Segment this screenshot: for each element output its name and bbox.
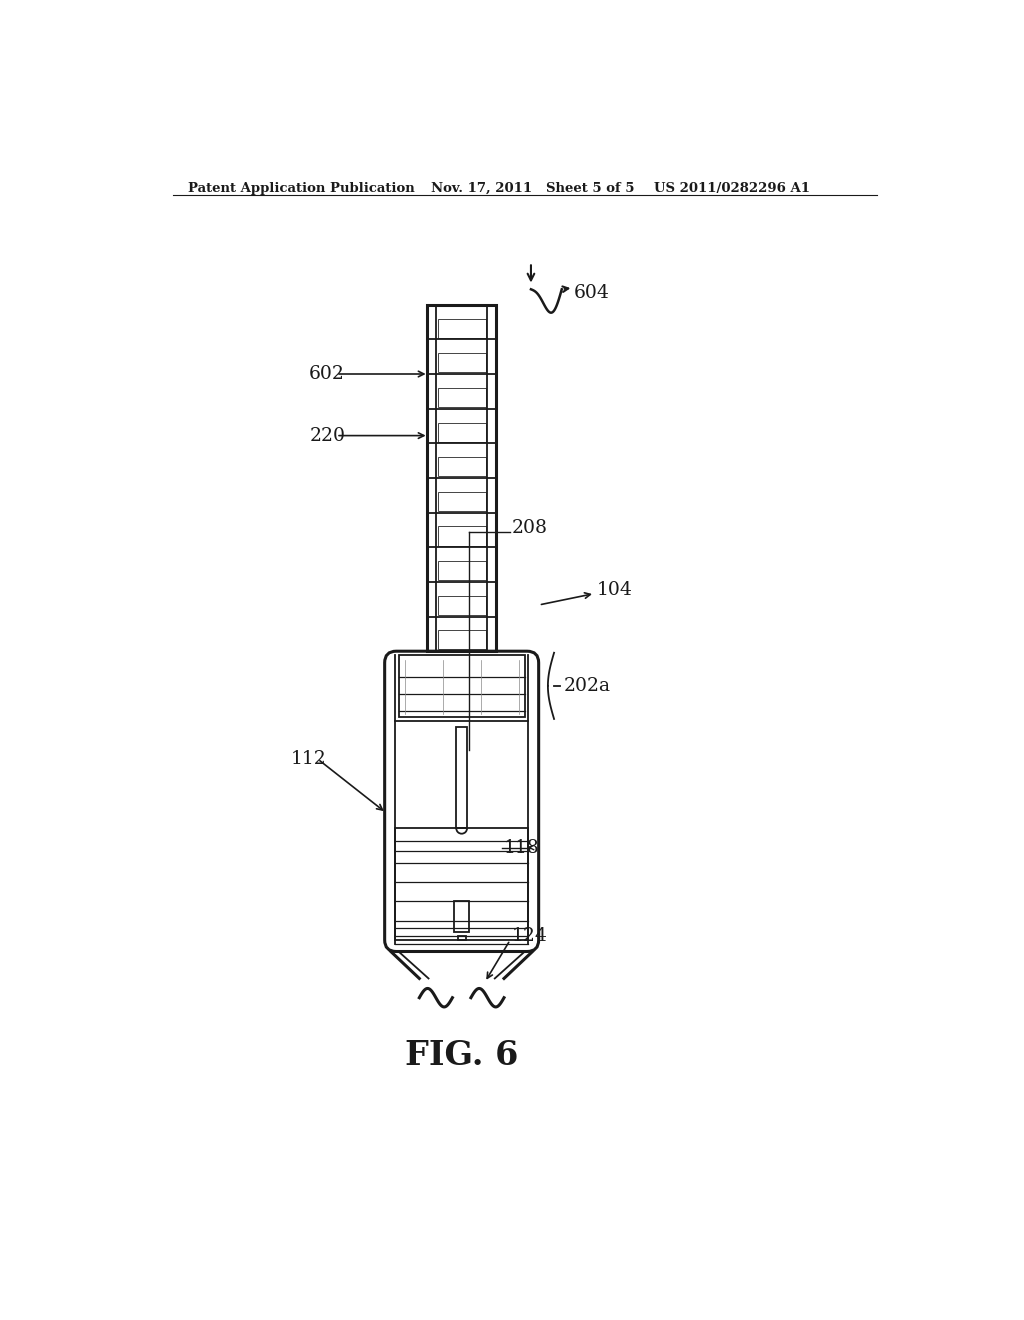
Bar bbox=[438, 318, 485, 338]
Bar bbox=[438, 595, 485, 615]
Bar bbox=[438, 422, 485, 442]
Bar bbox=[458, 936, 466, 940]
Bar bbox=[438, 457, 485, 477]
Bar bbox=[438, 492, 485, 511]
Text: 208: 208 bbox=[512, 519, 548, 537]
Bar bbox=[457, 726, 467, 829]
Bar bbox=[395, 829, 528, 940]
Bar bbox=[454, 902, 469, 932]
Text: 220: 220 bbox=[309, 426, 345, 445]
Text: 112: 112 bbox=[291, 750, 327, 768]
Bar bbox=[438, 631, 485, 649]
Text: Patent Application Publication: Patent Application Publication bbox=[188, 182, 415, 194]
Text: 604: 604 bbox=[573, 284, 609, 302]
Bar bbox=[438, 561, 485, 581]
Text: Nov. 17, 2011   Sheet 5 of 5: Nov. 17, 2011 Sheet 5 of 5 bbox=[431, 182, 634, 194]
Text: 602: 602 bbox=[309, 366, 345, 383]
Text: 124: 124 bbox=[512, 927, 548, 945]
Text: 104: 104 bbox=[596, 581, 632, 598]
Text: 202a: 202a bbox=[563, 677, 610, 694]
Bar bbox=[438, 527, 485, 545]
Text: US 2011/0282296 A1: US 2011/0282296 A1 bbox=[654, 182, 810, 194]
Bar bbox=[398, 655, 524, 717]
Bar bbox=[438, 354, 485, 372]
Bar bbox=[427, 305, 497, 651]
Text: FIG. 6: FIG. 6 bbox=[404, 1039, 518, 1072]
Text: 118: 118 bbox=[504, 838, 540, 857]
Bar bbox=[438, 388, 485, 407]
